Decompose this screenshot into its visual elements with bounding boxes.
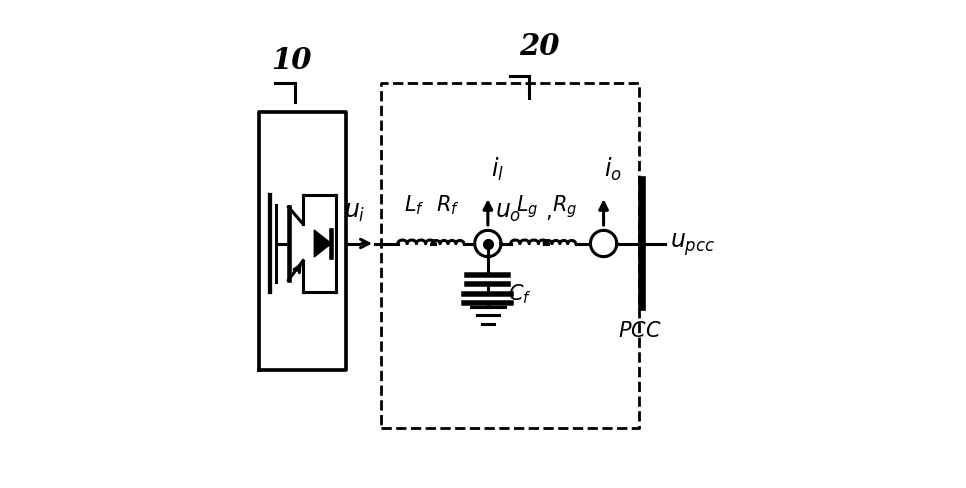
Text: $R_f$: $R_f$ [437,193,460,217]
Text: $C_f$: $C_f$ [508,282,531,305]
Text: $u_o$: $u_o$ [496,201,522,224]
Text: $PCC$: $PCC$ [618,320,662,340]
Text: $i_o$: $i_o$ [605,155,622,182]
Text: 10: 10 [270,46,311,75]
Text: $L_g$: $L_g$ [516,193,538,220]
Text: $u_{pcc}$: $u_{pcc}$ [670,231,716,257]
Text: $u_i$: $u_i$ [345,201,366,224]
Text: $i_l$: $i_l$ [491,155,504,182]
Text: $L_f$: $L_f$ [404,193,424,217]
Text: 20: 20 [519,32,559,61]
Polygon shape [314,231,331,257]
Text: $R_g$: $R_g$ [553,193,578,220]
Text: ,: , [546,202,552,221]
